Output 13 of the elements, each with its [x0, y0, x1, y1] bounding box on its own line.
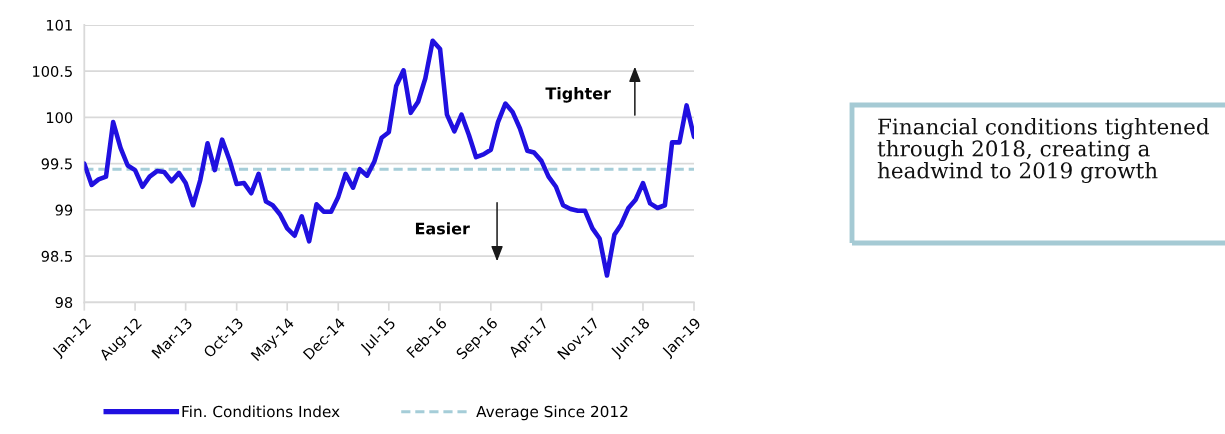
- y-tick-label: 101: [46, 19, 72, 31]
- y-tick-label: 99.5: [41, 158, 72, 170]
- legend-label: Fin. Conditions Index: [182, 405, 340, 418]
- line-series: [84, 38, 694, 278]
- annotation: Easier: [415, 222, 470, 235]
- annotation: Tighter: [545, 87, 611, 103]
- y-tick-label: 100: [46, 112, 73, 124]
- legend-label: Average Since 2012: [476, 405, 628, 421]
- text: Financial conditions tightened through 2018, creating a headwind to 2019 growth: [877, 118, 1210, 184]
- y-tick-label: 98: [55, 297, 73, 309]
- y-tick-label: 99: [55, 204, 73, 216]
- y-tick-label: 98.5: [41, 250, 72, 262]
- y-tick-label: 100.5: [33, 65, 72, 77]
